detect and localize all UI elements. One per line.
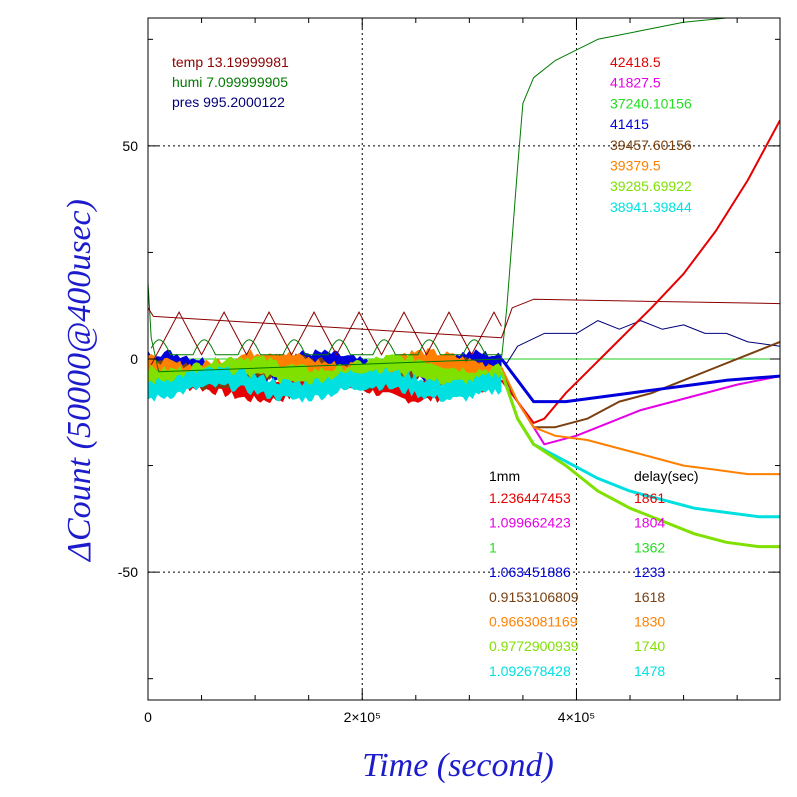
value-legend-entry: 39379.5 (610, 158, 661, 174)
x-tick-label: 2×10⁵ (344, 709, 381, 725)
value-legend-entry: 41415 (610, 116, 649, 132)
env-legend-entry: pres 995.2000122 (172, 94, 285, 110)
x-tick-label: 4×10⁵ (558, 709, 595, 725)
table-delay-value: 1478 (634, 663, 665, 679)
value-legend-entry: 38941.39844 (610, 199, 692, 215)
early-noise-band (148, 353, 502, 391)
value-legend-entry: 41827.5 (610, 75, 661, 91)
table-delay-value: 1233 (634, 564, 665, 580)
series-line (500, 358, 780, 404)
table-ratio-value: 1.092678428 (489, 663, 571, 679)
env-legend-entry: temp 13.19999981 (172, 54, 289, 70)
temp-oscillation-line (150, 311, 502, 366)
table-ratio-value: 1.236447453 (489, 490, 571, 506)
table-ratio-value: 1.063451886 (489, 564, 571, 580)
table-ratio-value: 0.9663081169 (489, 614, 578, 630)
value-legend-entry: 37240.10156 (610, 95, 692, 111)
table-ratio-value: 0.9153106809 (489, 589, 579, 605)
series-line (500, 371, 780, 549)
table-ratio-value: 1.099662423 (489, 515, 571, 531)
y-axis-label: ΔCount (50000@400usec) (61, 199, 98, 563)
table-ratio-value: 1 (489, 539, 497, 555)
x-tick-label: 0 (144, 709, 152, 725)
series-line (500, 119, 780, 424)
y-tick-label: 0 (130, 351, 138, 367)
noisy-band-layer (148, 311, 502, 404)
value-legend-entry: 42418.5 (610, 54, 661, 70)
table-ratio-value: 0.9772900939 (489, 638, 579, 654)
legend: temp 13.19999981 humi 7.099999905 pres 995… (172, 54, 699, 679)
table-delay-value: 1362 (634, 539, 665, 555)
y-tick-label: 50 (122, 138, 138, 154)
early-noise-band (148, 366, 502, 403)
table-delay-value: 1740 (634, 638, 665, 654)
x-axis-label: Time (second) (362, 747, 554, 784)
y-tick-label: -50 (118, 564, 138, 580)
series-line (500, 371, 780, 446)
series-line (148, 298, 780, 339)
env-legend-entry: humi 7.099999905 (172, 74, 288, 90)
table-delay-value: 1830 (634, 614, 665, 630)
humi-ripple-line (150, 339, 502, 356)
table-delay-value: 1861 (634, 490, 665, 506)
table-header-1mm: 1mm (489, 468, 520, 484)
table-header-delay: delay(sec) (634, 468, 699, 484)
value-legend-entry: 39457.60156 (610, 137, 692, 153)
table-delay-value: 1618 (634, 589, 665, 605)
series-line (148, 18, 780, 373)
series-line (500, 367, 780, 476)
ticks: 0 2×10⁵ 4×10⁵ 50 0 -50 (118, 18, 780, 725)
value-legend-entry: 39285.69922 (610, 178, 692, 194)
table-delay-value: 1804 (634, 515, 665, 531)
series-line (501, 320, 780, 364)
series-layer (148, 18, 780, 549)
